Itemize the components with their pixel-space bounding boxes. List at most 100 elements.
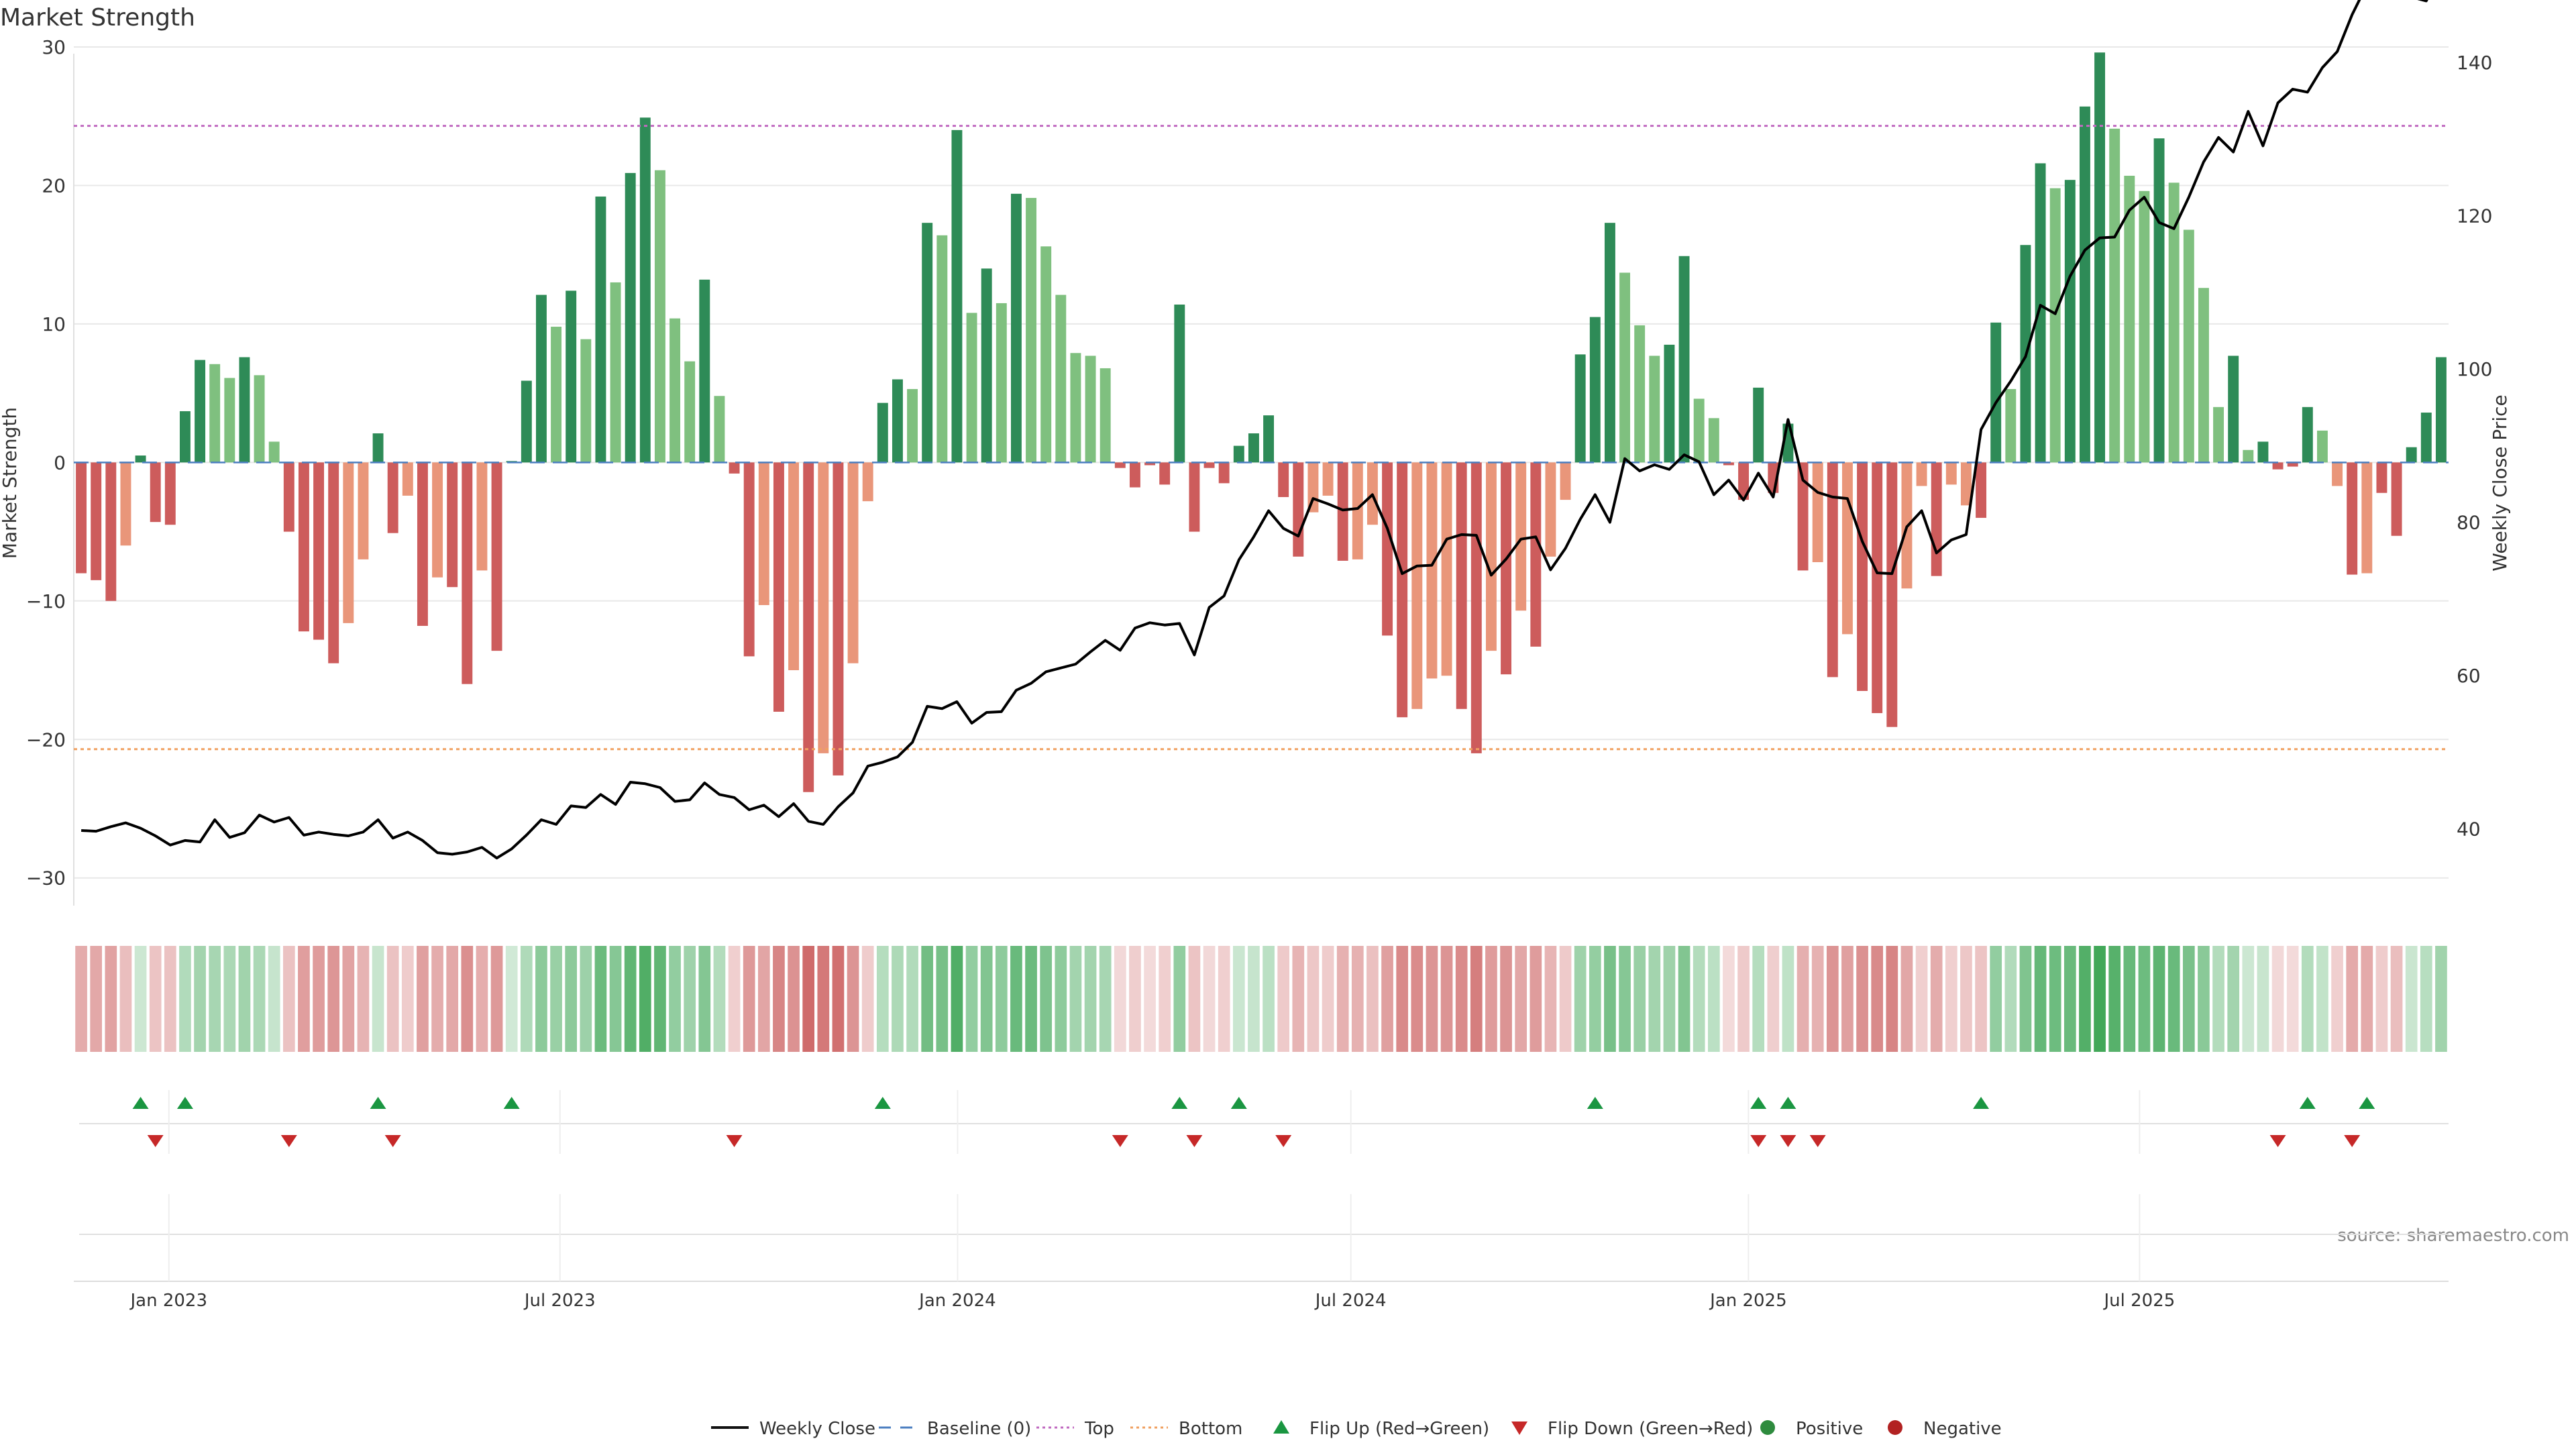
- strength-bar: [91, 462, 102, 580]
- heat-cell: [461, 946, 474, 1052]
- strength-bar: [2228, 356, 2239, 463]
- strength-bar: [1693, 398, 1705, 463]
- y2-tick-label: 40: [2457, 818, 2481, 841]
- flip-up-marker: [1973, 1097, 1990, 1109]
- strength-bar: [150, 462, 161, 523]
- heat-cell: [1307, 946, 1320, 1052]
- strength-bar: [1619, 272, 1631, 463]
- heat-cell: [1025, 946, 1037, 1052]
- heat-cell: [1930, 946, 1943, 1052]
- y2-tick-label: 60: [2457, 665, 2481, 687]
- strength-bar: [1218, 462, 1230, 484]
- legend-swatch: [1273, 1420, 1289, 1434]
- strength-bar: [1322, 462, 1334, 496]
- flip-down-marker: [726, 1135, 743, 1147]
- heat-cell: [1544, 946, 1557, 1052]
- heat-cell: [2375, 946, 2388, 1052]
- heat-cell: [1648, 946, 1661, 1052]
- heat-cell: [1663, 946, 1676, 1052]
- flip-up-marker: [874, 1097, 891, 1109]
- x-tick-label: Jan 2024: [918, 1291, 996, 1311]
- heat-cell: [2346, 946, 2359, 1052]
- heat-cell: [965, 946, 978, 1052]
- heat-cell: [535, 946, 547, 1052]
- strength-bar: [951, 129, 963, 463]
- strength-bar: [76, 462, 87, 574]
- strength-bar: [669, 318, 681, 463]
- heat-cell: [1633, 946, 1646, 1052]
- strength-bar: [283, 462, 294, 532]
- strength-bar: [699, 279, 710, 463]
- strength-bar: [922, 223, 933, 463]
- heat-cell: [609, 946, 622, 1052]
- strength-bar: [1827, 462, 1838, 678]
- strength-bar: [417, 462, 428, 626]
- strength-bar: [1886, 462, 1898, 727]
- heat-cell: [1604, 946, 1616, 1052]
- heat-cell: [1069, 946, 1082, 1052]
- strength-bar: [1397, 462, 1408, 718]
- heat-cell: [194, 946, 206, 1052]
- strength-bar: [1708, 418, 1719, 463]
- strength-bar: [803, 462, 814, 792]
- strength-bar: [1085, 356, 1096, 463]
- strength-bar: [1664, 344, 1675, 463]
- strength-bar: [2198, 288, 2209, 463]
- heat-cell: [1099, 946, 1112, 1052]
- strength-bar: [254, 375, 265, 463]
- heat-cell: [1975, 946, 1987, 1052]
- legend-label: Positive: [1796, 1419, 1863, 1439]
- heat-cell: [75, 946, 87, 1052]
- heat-cell: [995, 946, 1008, 1052]
- heat-cell: [476, 946, 488, 1052]
- legend-item: Weekly Close: [711, 1419, 875, 1439]
- legend-item: Positive: [1760, 1419, 1863, 1439]
- strength-bar: [743, 462, 755, 657]
- heat-cell: [832, 946, 845, 1052]
- strength-bar: [2035, 163, 2046, 463]
- heat-cell: [743, 946, 755, 1052]
- heat-cell: [1470, 946, 1483, 1052]
- strength-bar: [1099, 368, 1111, 463]
- heat-cell: [684, 946, 696, 1052]
- x-tick-label: Jan 2023: [129, 1291, 207, 1311]
- flip-down-marker: [280, 1135, 297, 1147]
- heat-cell: [2049, 946, 2061, 1052]
- strength-bar: [758, 462, 769, 605]
- flip-down-marker: [1186, 1135, 1203, 1147]
- strength-bar: [224, 378, 235, 463]
- strength-bar: [2361, 462, 2373, 574]
- strength-bar: [1174, 305, 1185, 463]
- heat-cell: [2138, 946, 2151, 1052]
- strength-bar: [773, 462, 784, 712]
- heat-cell: [1960, 946, 1972, 1052]
- heat-cell: [565, 946, 578, 1052]
- heat-cell: [2242, 946, 2255, 1052]
- strength-bar: [2302, 407, 2313, 463]
- heat-cell: [861, 946, 874, 1052]
- strength-bar: [907, 388, 918, 463]
- x-tick-label: Jan 2025: [1709, 1291, 1787, 1311]
- strength-bar: [1470, 462, 1482, 753]
- heat-cell: [2198, 946, 2210, 1052]
- y2-tick-label: 120: [2457, 205, 2492, 227]
- strength-bar: [535, 294, 547, 463]
- flip-up-marker: [132, 1097, 149, 1109]
- heat-cell: [1500, 946, 1512, 1052]
- heat-cell: [1915, 946, 1928, 1052]
- strength-bar: [788, 462, 800, 671]
- strength-bar: [1812, 462, 1823, 562]
- strength-bar: [298, 462, 309, 632]
- heat-cell: [119, 946, 132, 1052]
- strength-bar: [1055, 294, 1067, 463]
- heat-cell: [1990, 946, 2002, 1052]
- heat-cell: [921, 946, 934, 1052]
- heat-cell: [238, 946, 251, 1052]
- strength-bar: [1263, 415, 1275, 463]
- heat-cell: [698, 946, 711, 1052]
- strength-bar: [2257, 441, 2269, 463]
- legend-swatch: [1888, 1420, 1902, 1435]
- heat-cell: [2182, 946, 2195, 1052]
- heat-cell: [1841, 946, 1854, 1052]
